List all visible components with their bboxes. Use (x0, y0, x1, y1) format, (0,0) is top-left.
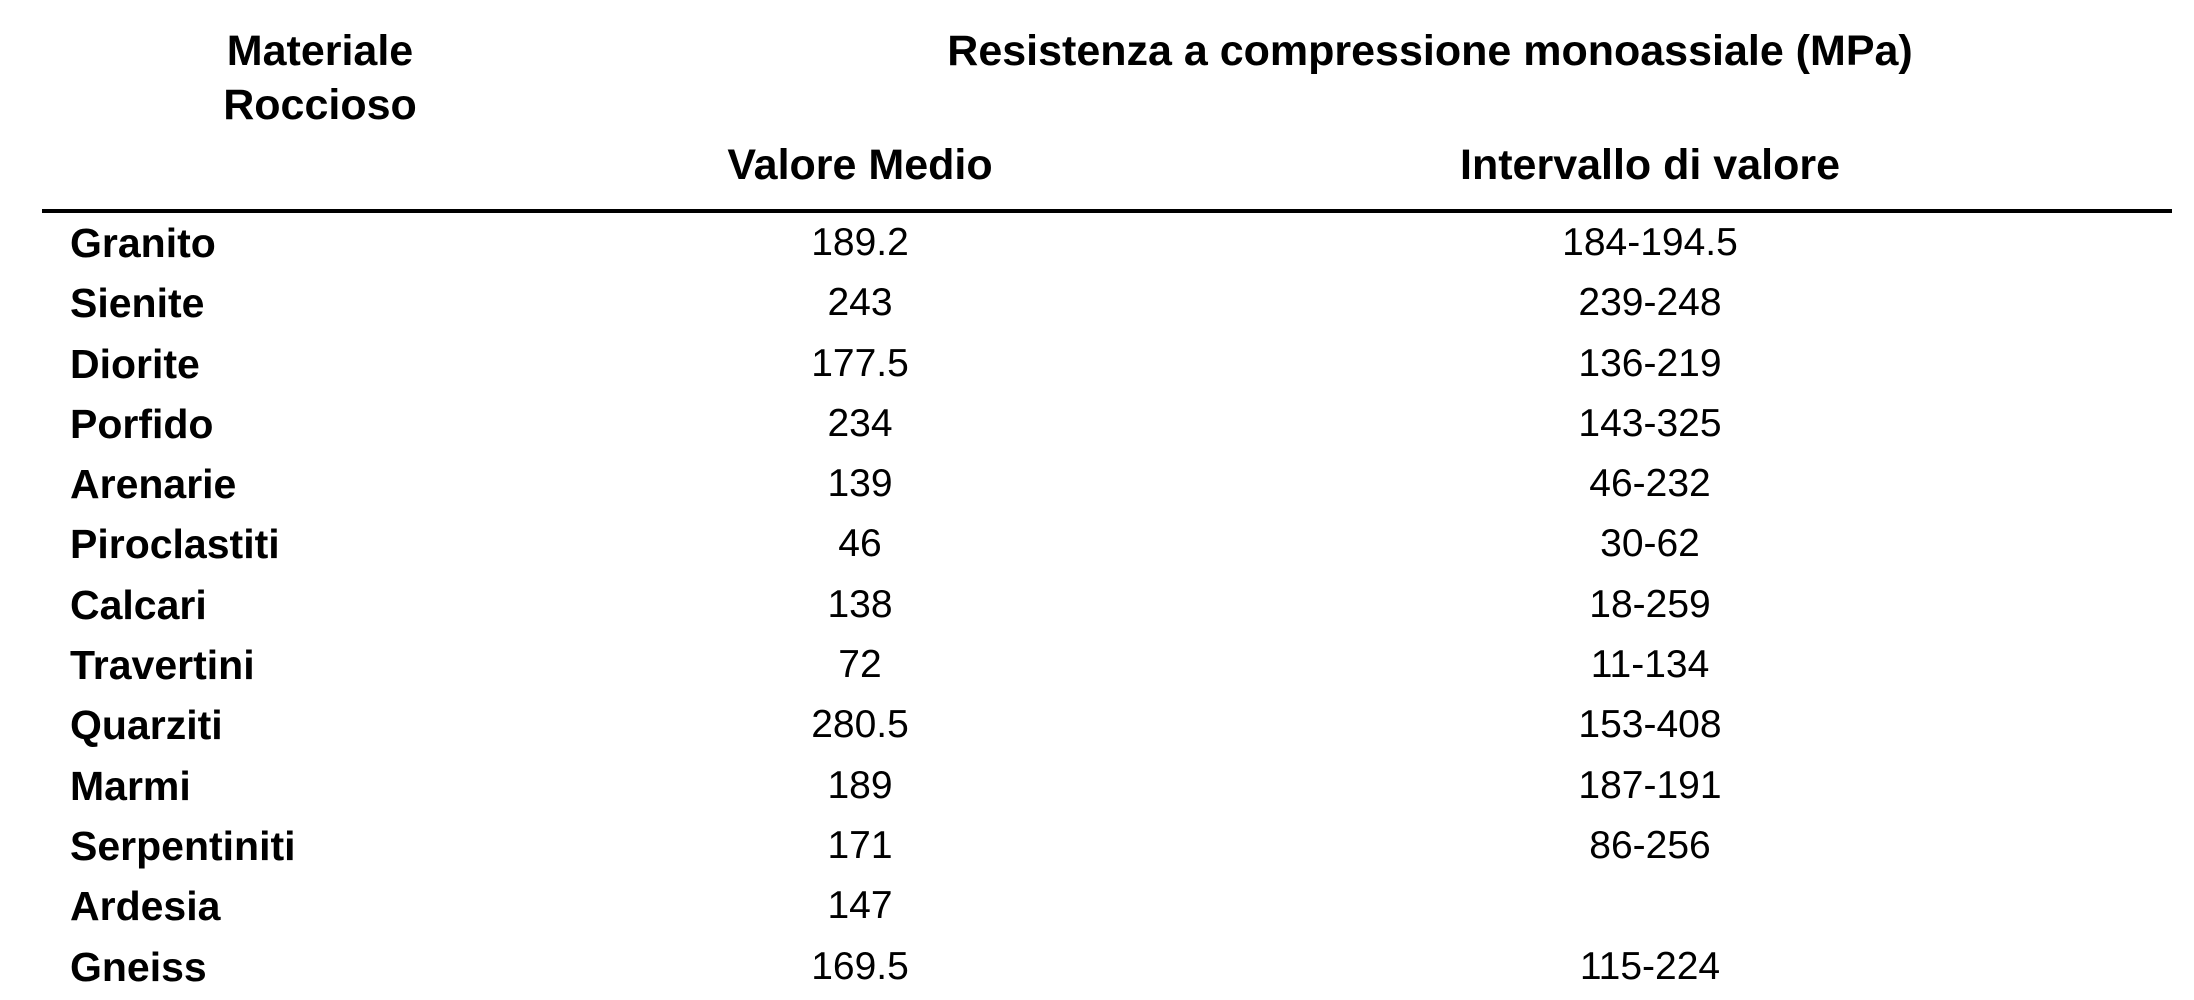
mean-value: 189 (827, 763, 893, 807)
mean-value: 139 (827, 462, 893, 506)
table-row: Ardesia 147 (0, 876, 2194, 936)
table-row: Serpentiniti 171 86-256 (0, 816, 2194, 876)
material-name: Serpentiniti (70, 822, 296, 869)
mean-value: 243 (827, 281, 893, 325)
material-name: Diorite (70, 340, 200, 387)
header-value-range: Intervallo di valore (1460, 141, 1840, 189)
material-name: Sienite (70, 280, 205, 327)
table-row: Gneiss 169.5 115-224 (0, 937, 2194, 997)
mean-value: 138 (827, 582, 893, 626)
value-range: 239-248 (1578, 281, 1722, 325)
mean-value: 46 (838, 522, 882, 566)
table-row: Piroclastiti 46 30-62 (0, 514, 2194, 574)
value-range: 11-134 (1590, 643, 1710, 687)
table-row: Calcari 138 18-259 (0, 575, 2194, 635)
table-body: Granito 189.2 184-194.5 Sienite 243 239-… (0, 213, 2194, 997)
value-range: 18-259 (1589, 582, 1711, 626)
material-name: Gneiss (70, 943, 207, 990)
table-row: Porfido 234 143-325 (0, 394, 2194, 454)
value-range: 184-194.5 (1562, 221, 1738, 264)
table-row: Travertini 72 11-134 (0, 635, 2194, 695)
value-range: 30-62 (1600, 522, 1700, 566)
mean-value: 72 (838, 643, 882, 687)
material-name: Ardesia (70, 883, 221, 930)
material-name: Quarziti (70, 702, 223, 749)
table-row: Quarziti 280.5 153-408 (0, 695, 2194, 755)
header-mean-value: Valore Medio (727, 141, 993, 189)
mean-value: 169.5 (811, 944, 909, 988)
value-range: 187-191 (1578, 763, 1722, 807)
material-name: Porfido (70, 400, 214, 447)
value-range: 46-232 (1589, 462, 1711, 506)
table-row: Marmi 189 187-191 (0, 756, 2194, 816)
table-row: Sienite 243 239-248 (0, 273, 2194, 333)
value-range: 86-256 (1589, 823, 1711, 867)
material-name: Marmi (70, 762, 191, 809)
mean-value: 280.5 (811, 703, 909, 747)
material-name: Piroclastiti (70, 521, 280, 568)
header-compression-strength: Resistenza a compressione monoassiale (M… (947, 27, 1913, 75)
value-range (1380, 876, 1920, 936)
mean-value: 234 (827, 401, 893, 445)
mean-value: 177.5 (811, 341, 909, 385)
table-row: Granito 189.2 184-194.5 (0, 213, 2194, 273)
value-range: 153-408 (1578, 703, 1722, 747)
material-name: Granito (70, 220, 216, 266)
table-row: Diorite 177.5 136-219 (0, 334, 2194, 394)
mean-value: 171 (827, 823, 893, 867)
header-material: Materiale Roccioso (223, 27, 417, 129)
value-range: 136-219 (1578, 341, 1722, 385)
value-range: 143-325 (1578, 401, 1722, 445)
value-range: 115-224 (1579, 944, 1721, 988)
mean-value: 189.2 (811, 221, 909, 264)
header-rule (42, 209, 2172, 213)
mean-value: 147 (827, 884, 893, 928)
material-name: Arenarie (70, 461, 237, 508)
table-row: Arenarie 139 46-232 (0, 454, 2194, 514)
material-name: Travertini (70, 642, 255, 689)
material-name: Calcari (70, 581, 207, 628)
